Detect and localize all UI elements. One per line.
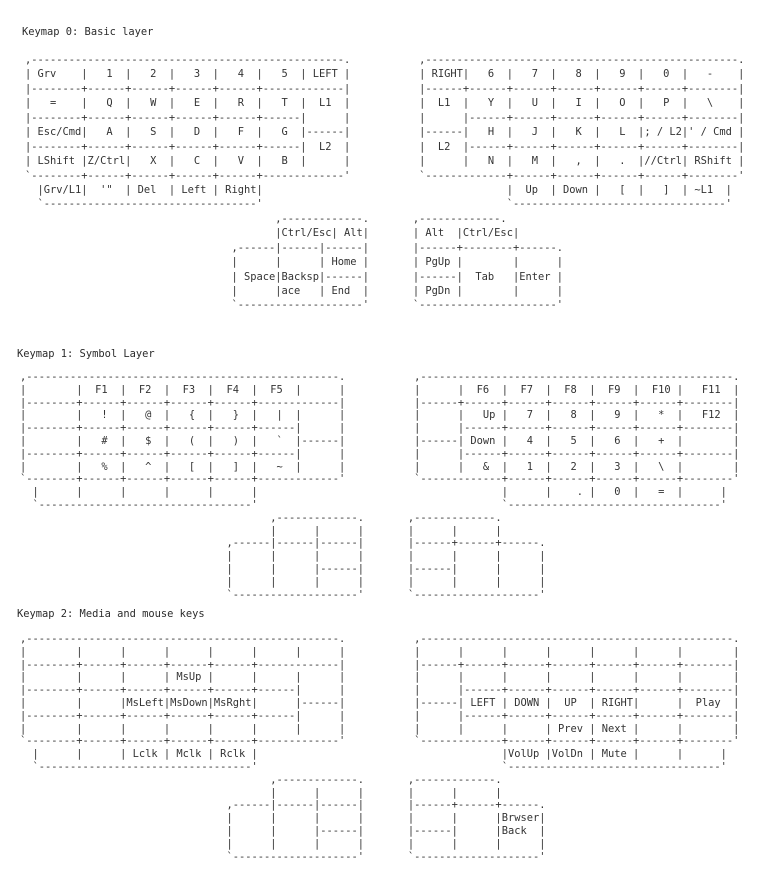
- keymap-line: | | | | | |: [20, 786, 502, 799]
- keymap-line: | | | Home | | PgUp | | |: [25, 256, 563, 269]
- keymap-line: ,---------------------------------------…: [25, 54, 745, 66]
- keymap-line: | Esc/Cmd| A | S | D | F | G |------| |-…: [25, 126, 745, 139]
- layer-1-title: Keymap 1: Symbol Layer: [17, 348, 155, 360]
- keymap-line: | | | | MsUp | | | | | | | | | | | |: [20, 671, 740, 684]
- keymap-line: `----------------------------------' `--…: [20, 760, 727, 773]
- keymap-line: `----------------------------------' `--…: [25, 198, 732, 211]
- keymap-line: ,-------------. ,-------------.: [20, 773, 502, 786]
- keymap-line: |--------+------+------+------+------+--…: [20, 422, 740, 435]
- keymap-line: | | |------| |------| |Back |: [20, 824, 546, 837]
- keymap-line: |--------+------+------+------+------+--…: [25, 82, 745, 95]
- keymap-line: `--------+------+------+------+------+--…: [25, 169, 745, 182]
- keymap-line: ,---------------------------------------…: [20, 371, 740, 383]
- keymap-line: `--------------------' `----------------…: [25, 299, 563, 312]
- layer-1-keymap-diagram: ,---------------------------------------…: [20, 371, 739, 601]
- keymap-line: ,------|------|------| |------+--------+…: [25, 241, 563, 254]
- layer-2-title: Keymap 2: Media and mouse keys: [17, 608, 205, 620]
- keymap-line: `--------+------+------+------+------+--…: [20, 735, 740, 748]
- layer-0-keymap-diagram: ,---------------------------------------…: [25, 53, 744, 313]
- keymap-line: | | % | ^ | [ | ] | ~ | | | | & | 1 | 2 …: [20, 460, 740, 473]
- keymap-line: |--------+------+------+------+------+--…: [20, 684, 740, 697]
- keymap-line: | | ! | @ | { | } | | | | | | Up | 7 | 8…: [20, 409, 740, 422]
- keymap-line: | | | | | | | |: [20, 837, 546, 850]
- keymap-line: `----------------------------------' `--…: [20, 498, 727, 511]
- keymap-line: | Space|Backsp|------| |------| Tab |Ent…: [25, 270, 563, 283]
- keymap-line: `--------------------' `----------------…: [20, 588, 546, 601]
- keymap-line: | | |------| |------| | |: [20, 562, 546, 575]
- keymap-line: |--------+------+------+------+------+--…: [25, 111, 745, 124]
- keymap-line: | |ace | End | | PgDn | | |: [25, 285, 563, 297]
- keymap-line: ,------|------|------| |------+------+--…: [20, 799, 546, 812]
- keymap-line: | = | Q | W | E | R | T | L1 | | L1 | Y …: [25, 97, 745, 110]
- layer-0-title: Keymap 0: Basic layer: [22, 26, 154, 38]
- keymap-line: ,---------------------------------------…: [20, 633, 740, 645]
- keymap-line: | | F1 | F2 | F3 | F4 | F5 | | | | F6 | …: [20, 383, 740, 396]
- keymap-line: `--------------------' `----------------…: [20, 850, 546, 863]
- keymap-line: ,-------------. ,-------------.: [20, 511, 502, 524]
- keymap-line: |--------+------+------+------+------+--…: [20, 396, 740, 409]
- keymap-line: | Grv | 1 | 2 | 3 | 4 | 5 | LEFT | | RIG…: [25, 68, 745, 81]
- keymap-line: | | | | | |: [20, 524, 502, 537]
- keymap-line: |--------+------+------+------+------+--…: [20, 447, 740, 460]
- keymap-line: |--------+------+------+------+------+--…: [20, 658, 740, 671]
- keymap-line: |Ctrl/Esc| Alt| | Alt |Ctrl/Esc|: [25, 227, 520, 240]
- keymap-line: | LShift |Z/Ctrl| X | C | V | B | | | | …: [25, 155, 745, 168]
- keymap-line: | | | Lclk | Mclk | Rclk | |VolUp |VolDn…: [20, 748, 727, 761]
- keymap-line: | | | | | | | | . | 0 | = | |: [20, 486, 727, 499]
- keymap-line: |--------+------+------+------+------+--…: [25, 140, 745, 153]
- keymap-line: | | | | | | | |: [20, 550, 546, 563]
- keymap-line: | | # | $ | ( | ) | ` |------| |------| …: [20, 434, 740, 447]
- keymap-line: ,-------------. ,-------------.: [25, 212, 507, 225]
- keymap-line: | | | | | | | | | | | | Prev | Next | | …: [20, 722, 740, 735]
- keymap-line: | | |MsLeft|MsDown|MsRght| |------| |---…: [20, 696, 740, 709]
- keymap-line: `--------+------+------+------+------+--…: [20, 473, 740, 486]
- keymap-line: | | | | | | |Brwser|: [20, 812, 546, 825]
- keymap-line: ,------|------|------| |------+------+--…: [20, 537, 546, 550]
- keymap-line: | | | | | | | | | | | | | | | |: [20, 645, 740, 658]
- keymap-line: |--------+------+------+------+------+--…: [20, 709, 740, 722]
- keymap-line: | | | | | | | |: [20, 575, 546, 588]
- keymap-line: |Grv/L1| '" | Del | Left | Right| | Up |…: [25, 183, 732, 196]
- layer-2-keymap-diagram: ,---------------------------------------…: [20, 633, 739, 863]
